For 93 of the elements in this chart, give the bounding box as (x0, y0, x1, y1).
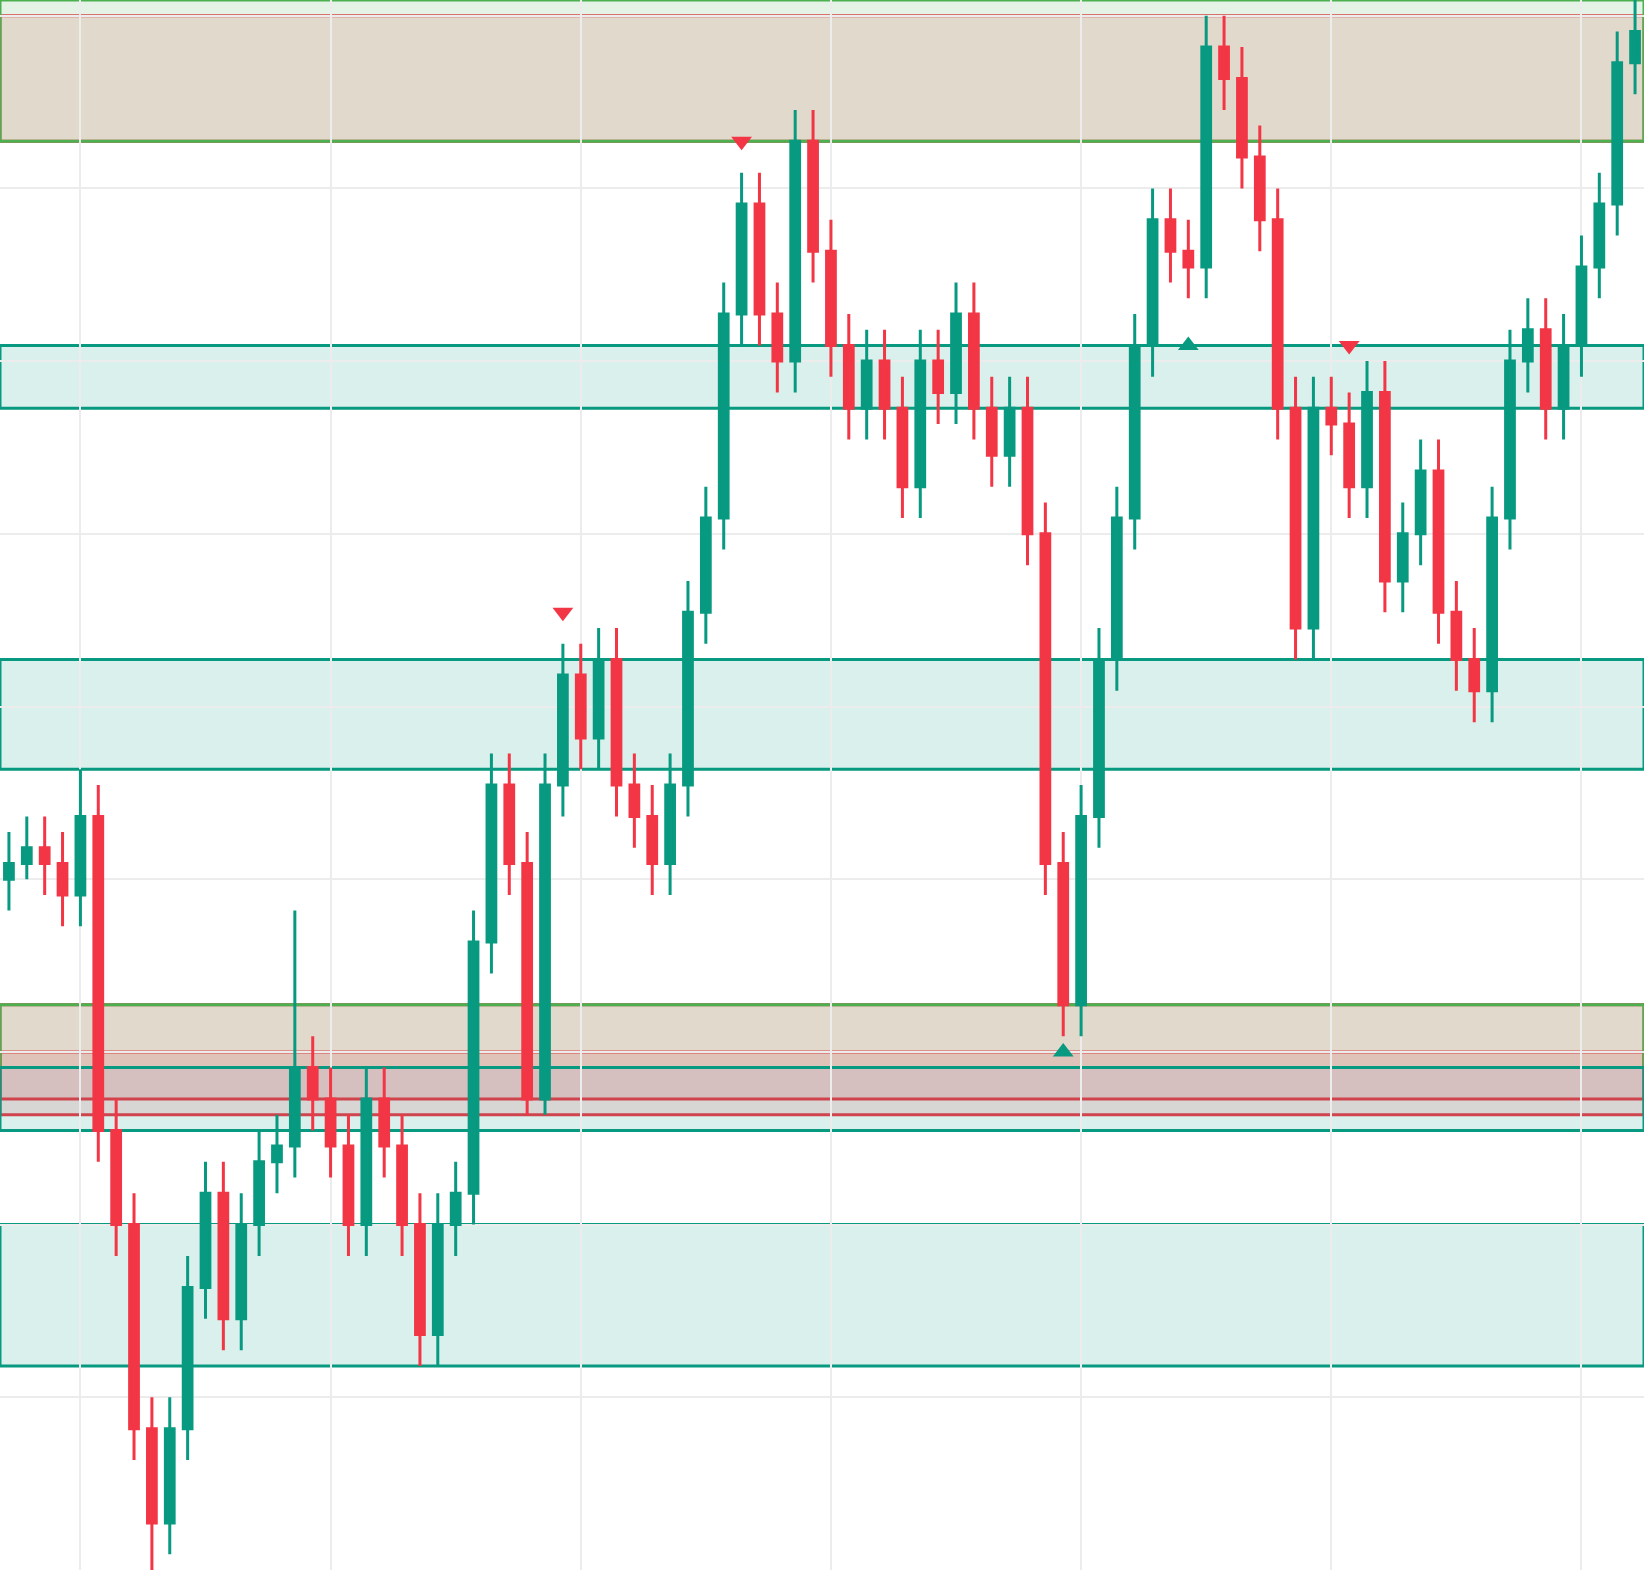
candlestick (610, 626, 623, 818)
candlestick (3, 830, 15, 913)
candlestick (1271, 186, 1284, 442)
candlestick (1057, 830, 1070, 1038)
candlestick (396, 1113, 408, 1258)
candlestick (628, 752, 641, 850)
candlestick (235, 1191, 248, 1352)
candlestick (1539, 296, 1552, 442)
candlestick (181, 1254, 194, 1462)
candlestick (646, 783, 659, 897)
candlestick (1253, 124, 1266, 253)
candlestick (539, 752, 551, 1117)
candlestick (1236, 45, 1248, 190)
candlestick (1307, 375, 1320, 661)
candlestick (414, 1191, 426, 1368)
candlestick (1200, 14, 1213, 300)
candlestick (449, 1160, 462, 1258)
candlestick (306, 1034, 319, 1132)
candlestick (467, 909, 480, 1227)
candlestick (950, 281, 962, 426)
candlestick (503, 752, 516, 897)
candlestick (1379, 359, 1391, 614)
candlestick (557, 642, 569, 818)
candlestick (128, 1191, 140, 1462)
candlestick (735, 171, 748, 347)
candlestick (56, 830, 69, 928)
candlestick (1021, 375, 1034, 567)
candlestick (664, 752, 676, 897)
candlestick (288, 909, 301, 1179)
candlestick (110, 1097, 123, 1258)
candlestick (1486, 485, 1498, 724)
candlestick (1611, 29, 1624, 237)
candlestick (860, 328, 873, 442)
candlestick (1182, 218, 1195, 300)
candlestick (789, 108, 802, 394)
candlestick (1450, 579, 1463, 693)
candlestick (968, 281, 980, 442)
point (731, 136, 752, 151)
candlestick (592, 626, 605, 771)
candlestick (485, 752, 498, 975)
candlestick (1361, 359, 1373, 520)
candlestick (1468, 626, 1481, 724)
candlestick (217, 1160, 230, 1352)
candlestick (342, 1113, 355, 1258)
candlestick (521, 830, 534, 1117)
candlestick (932, 328, 945, 426)
candlestick (92, 783, 105, 1164)
candlestick (1575, 234, 1588, 379)
candlestick (324, 1066, 337, 1179)
candlestick (1325, 375, 1338, 457)
candlestick (1593, 171, 1606, 300)
candlestick (38, 814, 51, 897)
candlestick (1218, 14, 1230, 112)
candlestick (1003, 375, 1016, 489)
candlestick (431, 1191, 444, 1368)
candlestick (253, 1128, 265, 1258)
candlestick (1521, 296, 1534, 394)
candlestick (896, 375, 909, 520)
candlestick (1343, 391, 1356, 520)
candlestick (717, 281, 730, 551)
candlestick (878, 328, 891, 442)
candlestick (360, 1066, 373, 1258)
candlestick (807, 108, 819, 285)
candlestick (1128, 312, 1141, 551)
candlestick (1110, 485, 1123, 693)
candlestick (1396, 500, 1409, 614)
candlestick (1504, 328, 1516, 551)
candlestick (1557, 312, 1570, 442)
candlestick (682, 579, 694, 818)
candlestick (699, 485, 712, 646)
candlestick (574, 642, 587, 771)
candlestick (199, 1160, 212, 1321)
candlestick (825, 218, 837, 379)
candlestick (20, 814, 33, 881)
candlestick (163, 1395, 176, 1556)
candlestick (1629, 0, 1641, 96)
candlestick (1093, 626, 1105, 850)
candlestick (271, 1113, 283, 1195)
candlestick (1039, 500, 1052, 897)
candlestick (1414, 438, 1427, 567)
candlestick (146, 1395, 158, 1570)
candlestick (914, 328, 927, 520)
candlestick (1146, 186, 1159, 379)
candlestick (985, 375, 998, 489)
candlestick (74, 767, 87, 928)
candlestick (1075, 783, 1087, 1038)
candlestick (1289, 375, 1302, 661)
candlestick (378, 1066, 391, 1179)
candlestick (771, 281, 784, 394)
candlestick (1164, 186, 1177, 285)
candlestick (753, 171, 766, 347)
candlestick (842, 312, 855, 442)
candlestick (1432, 438, 1445, 646)
